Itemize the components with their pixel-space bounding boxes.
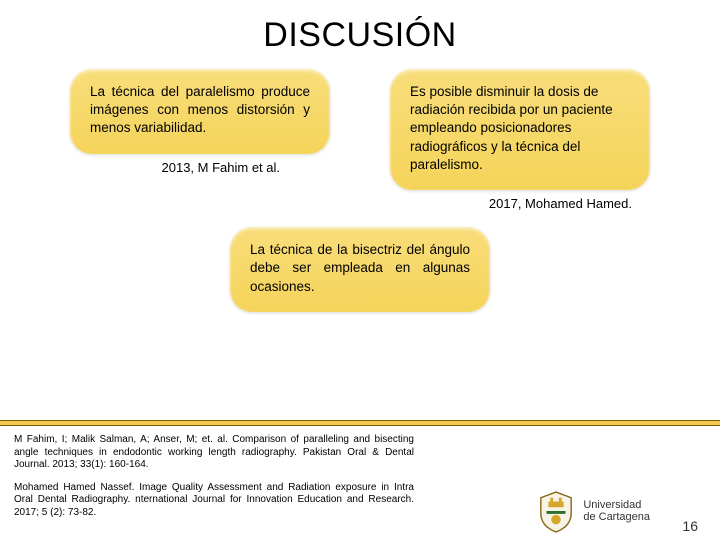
box-3: La técnica de la bisectriz del ángulo de… xyxy=(230,227,490,312)
box-2: Es posible disminuir la dosis de radiaci… xyxy=(390,69,650,190)
slide-title: DISCUSIÓN xyxy=(0,16,720,55)
box-1-cite: 2013, M Fahim et al. xyxy=(70,160,330,175)
box-1: La técnica del paralelismo produce imáge… xyxy=(70,69,330,154)
shield-icon xyxy=(537,490,575,534)
university-logo: Universidad de Cartagena xyxy=(537,490,650,534)
reference-1: M Fahim, I; Malik Salman, A; Anser, M; e… xyxy=(14,434,414,472)
separator-bar xyxy=(0,420,720,426)
center-box-wrap: La técnica de la bisectriz del ángulo de… xyxy=(0,227,720,312)
reference-2: Mohamed Hamed Nassef. Image Quality Asse… xyxy=(14,482,414,520)
box-1-wrap: La técnica del paralelismo produce imáge… xyxy=(70,69,330,211)
university-line2: de Cartagena xyxy=(583,512,650,524)
box-2-text: Es posible disminuir la dosis de radiaci… xyxy=(410,83,630,174)
page-number: 16 xyxy=(682,518,698,534)
references: M Fahim, I; Malik Salman, A; Anser, M; e… xyxy=(14,434,414,529)
university-name: Universidad de Cartagena xyxy=(583,500,650,523)
box-1-text: La técnica del paralelismo produce imáge… xyxy=(90,83,310,138)
box-2-cite: 2017, Mohamed Hamed. xyxy=(390,196,650,211)
box-3-text: La técnica de la bisectriz del ángulo de… xyxy=(250,241,470,296)
box-2-wrap: Es posible disminuir la dosis de radiaci… xyxy=(390,69,650,211)
top-boxes-row: La técnica del paralelismo produce imáge… xyxy=(0,69,720,211)
